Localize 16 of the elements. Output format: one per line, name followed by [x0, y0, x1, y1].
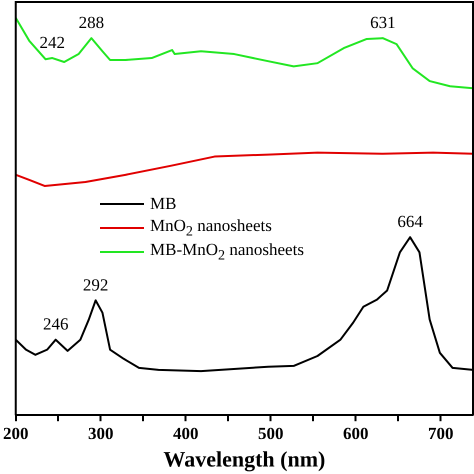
annotation: 664: [397, 212, 424, 232]
x-tick-label: 400: [172, 424, 198, 443]
x-axis-title: Wavelength (nm): [163, 446, 326, 472]
legend-label: MB-MnO$_{2}$ nanosheets: [150, 240, 304, 264]
annotation: 246: [42, 314, 68, 334]
annotation: 631: [370, 13, 396, 32]
x-tick-label: 200: [3, 424, 28, 443]
x-tick-label: 300: [88, 424, 114, 443]
annotation: 288: [78, 13, 104, 32]
annotation: 242: [40, 32, 66, 52]
x-tick-label: 500: [258, 424, 284, 443]
annotation: 292: [82, 275, 108, 294]
x-tick-label: 700: [428, 424, 454, 443]
legend-label: MB: [150, 194, 176, 214]
legend-label: MnO$_{2}$ nanosheets: [150, 216, 272, 240]
x-tick-label: 600: [342, 424, 368, 443]
